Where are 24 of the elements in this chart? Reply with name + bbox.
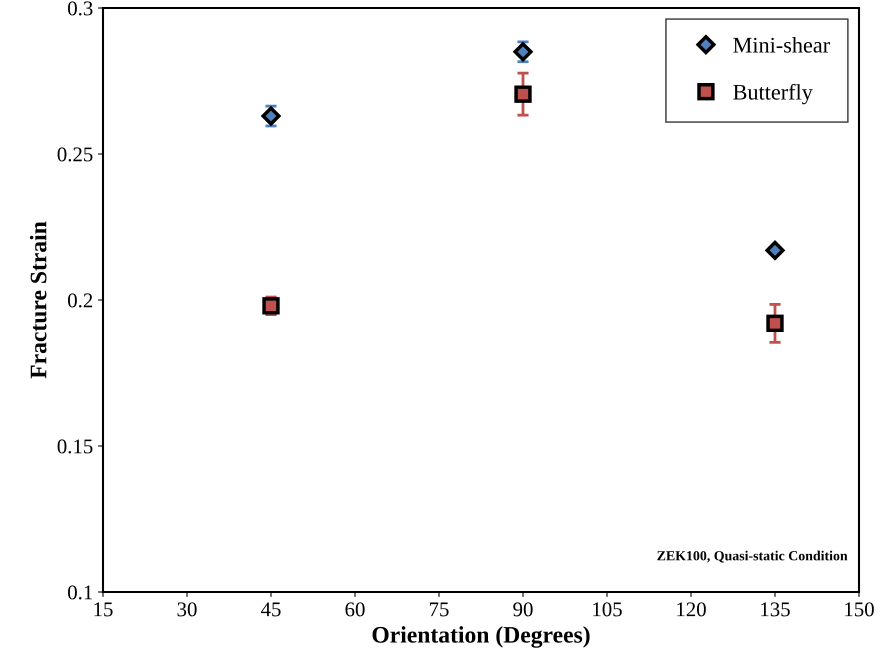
y-axis-title: Fracture Strain (30, 222, 47, 378)
x-tick-label: 30 (178, 602, 197, 616)
annotation: ZEK100, Quasi-static Condition (657, 550, 848, 563)
point (766, 314, 784, 332)
y-tick-label: 0.2 (68, 293, 92, 308)
x-tick-label: 120 (677, 602, 706, 616)
x-tick-label: 90 (513, 602, 533, 616)
x-tick-label: 45 (260, 602, 281, 616)
x-axis-title: Orientation (Degrees) (372, 626, 590, 648)
x-tick-label: 105 (593, 602, 622, 616)
y-tick-label: 0.15 (58, 439, 92, 454)
legend-label: Butterfly (733, 84, 813, 104)
point (513, 42, 533, 62)
y-tick-label: 0.25 (58, 147, 92, 162)
y-tick-label: 0.3 (68, 1, 92, 16)
legend-label: Mini-shear (733, 37, 830, 53)
x-tick-label: 75 (430, 602, 449, 616)
x-tick-label: 135 (761, 602, 790, 616)
point (514, 85, 532, 103)
x-tick-label: 150 (845, 602, 874, 616)
x-tick-label: 60 (345, 602, 365, 616)
point (765, 240, 785, 260)
y-tick-label: 0.1 (68, 585, 92, 600)
x-tick-label: 15 (94, 602, 113, 616)
